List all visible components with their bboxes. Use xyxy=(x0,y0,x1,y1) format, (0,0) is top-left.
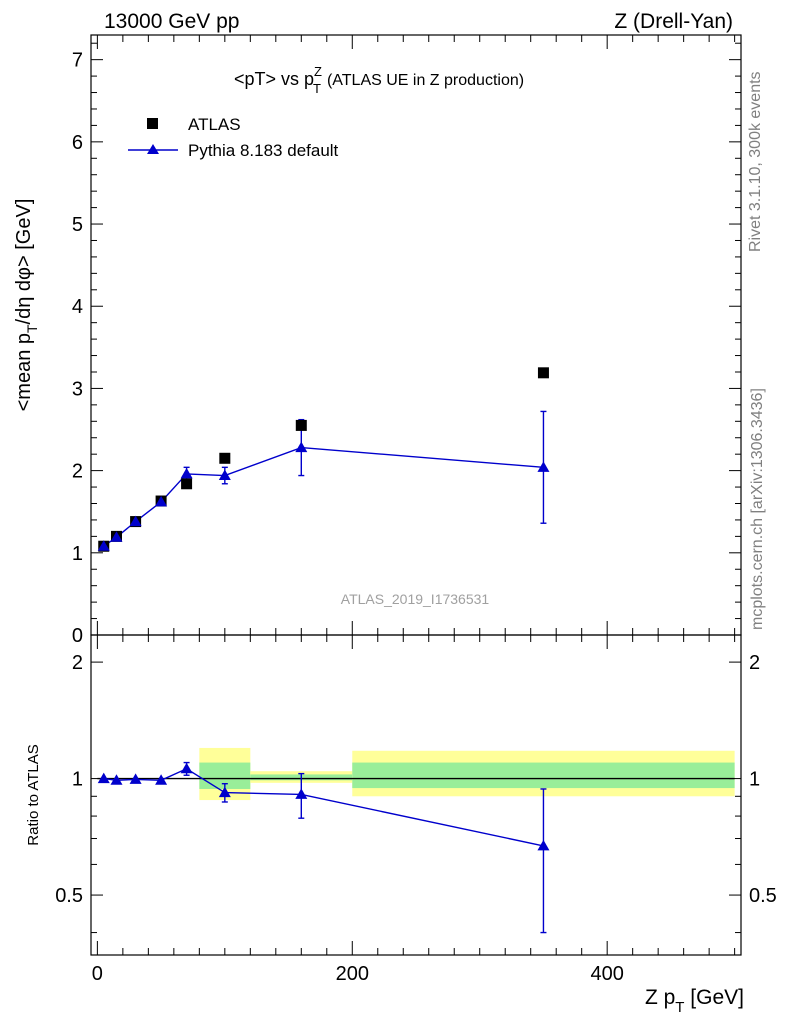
xlabel-part-a: Z p xyxy=(645,986,675,1009)
ratio-data-point xyxy=(218,786,231,798)
xlabel-sub: T xyxy=(675,999,684,1016)
xlabel-part-b: [GeV] xyxy=(684,986,744,1009)
main-ylabel-part-a: <mean p xyxy=(13,333,35,411)
analysis-watermark: ATLAS_2019_I1736531 xyxy=(341,591,490,607)
pythia-data-point xyxy=(97,540,110,551)
main-y-tick-label: 7 xyxy=(72,50,83,72)
energy-label: 13000 GeV pp xyxy=(104,10,239,33)
ratio-data-point xyxy=(155,774,168,785)
ratio-plot-frame xyxy=(90,634,742,956)
main-ylabel-part-b: /dη dφ> [GeV] xyxy=(13,199,35,325)
pythia-data-point xyxy=(537,461,550,472)
title-sub: T xyxy=(313,81,321,96)
pythia-data-point xyxy=(129,515,142,527)
pythia-data-point xyxy=(110,531,123,542)
main-y-tick-label: 2 xyxy=(72,461,83,483)
ratio-y-tick-label-left: 2 xyxy=(72,652,83,674)
ratio-y-tick-label-right: 2 xyxy=(749,652,760,674)
legend-atlas-label: ATLAS xyxy=(188,115,241,134)
title-sup: Z xyxy=(314,64,322,79)
ratio-y-tick-label-left: 1 xyxy=(72,769,83,791)
source-label: mcplots.cern.ch [arXiv:1306.3436] xyxy=(749,388,766,630)
pythia-data-point xyxy=(218,469,231,481)
ratio-y-tick-label-right: 0.5 xyxy=(749,885,777,907)
ratio-data-point xyxy=(129,773,142,784)
ratio-data-point xyxy=(97,772,110,784)
ratio-y-tick-label-right: 1 xyxy=(749,769,760,791)
title-tail: (ATLAS UE in Z production) xyxy=(327,72,524,89)
legend-pythia-label: Pythia 8.183 default xyxy=(188,141,339,160)
chart-title: <pT> vs pZ T (ATLAS UE in Z production) xyxy=(234,64,524,96)
ratio-data-point xyxy=(537,839,550,851)
title-lead: <pT> vs p xyxy=(234,69,314,89)
atlas-data-point xyxy=(181,478,193,490)
ratio-uncertainty-bands xyxy=(97,747,735,801)
ratio-data-point xyxy=(295,788,308,799)
ratio-plot-data xyxy=(97,761,550,934)
pythia-data-point xyxy=(155,495,168,507)
main-plot-data xyxy=(97,367,550,552)
ratio-axis-ticks: 0.5 0.5 1 1 2 2 0 200 400 xyxy=(55,635,777,985)
legend-atlas-marker xyxy=(147,118,158,129)
main-y-tick-label: 5 xyxy=(72,214,83,236)
ratio-band-green xyxy=(352,762,735,789)
x-axis-label: Z pT [GeV] xyxy=(645,986,744,1016)
main-y-tick-label: 3 xyxy=(72,378,83,400)
main-y-axis-label: <mean pT/dη dφ> [GeV] xyxy=(13,199,40,412)
main-y-tick-label: 6 xyxy=(72,132,83,154)
atlas-data-point xyxy=(295,419,307,431)
main-y-tick-label: 1 xyxy=(72,543,83,565)
legend-pythia-marker xyxy=(147,144,159,154)
ratio-y-tick-label-left: 0.5 xyxy=(55,885,83,907)
process-label: Z (Drell-Yan) xyxy=(614,10,733,33)
pythia-data-point xyxy=(180,467,193,479)
main-y-tick-label: 4 xyxy=(72,296,83,318)
main-ylabel-sub: T xyxy=(24,324,40,333)
x-tick-label: 200 xyxy=(336,963,369,985)
x-tick-label: 0 xyxy=(92,963,103,985)
atlas-data-point xyxy=(537,367,549,379)
atlas-data-point xyxy=(219,452,231,464)
ratio-y-axis-label: Ratio to ATLAS xyxy=(25,744,42,845)
main-axis-ticks: 0 1 2 3 4 5 6 7 xyxy=(72,35,741,647)
x-tick-label: 400 xyxy=(590,963,623,985)
main-y-tick-label: 0 xyxy=(72,625,83,647)
legend: ATLAS Pythia 8.183 default xyxy=(128,115,339,160)
ratio-data-point xyxy=(180,762,193,774)
pythia-data-point xyxy=(295,441,308,453)
ratio-data-point xyxy=(110,774,123,785)
rivet-label: Rivet 3.1.10, 300k events xyxy=(747,71,764,252)
pythia-series-line xyxy=(103,446,544,547)
